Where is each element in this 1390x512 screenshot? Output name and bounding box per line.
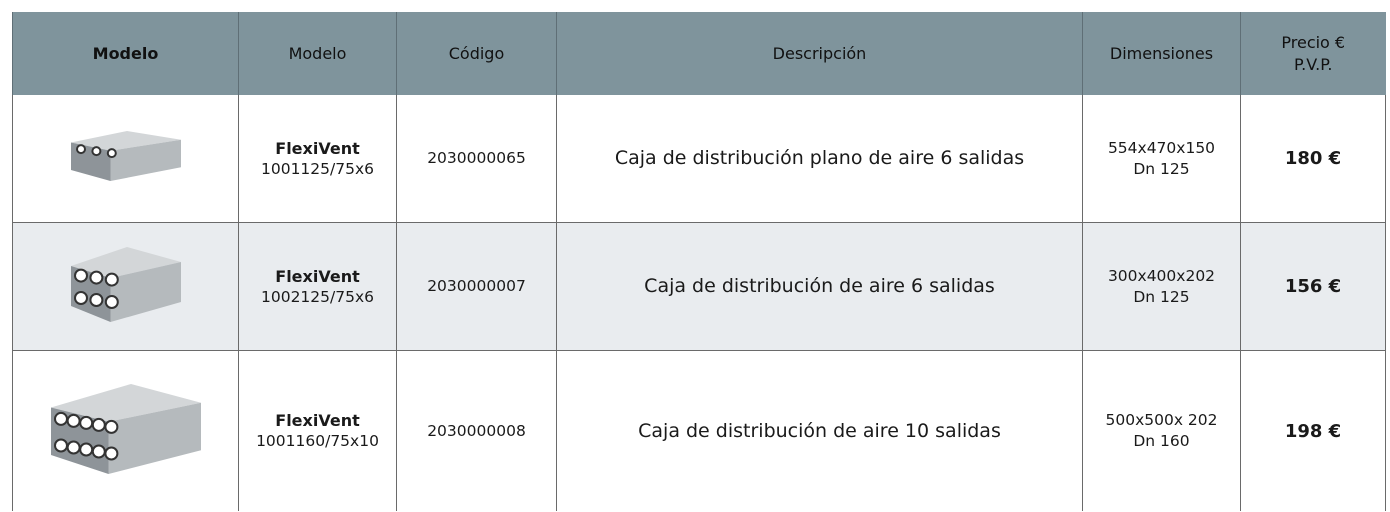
box-side <box>108 402 201 474</box>
header-text: P.V.P. <box>1294 54 1333 74</box>
dimensions-diameter: Dn 125 <box>1133 159 1190 178</box>
header-text: Precio € <box>1281 32 1346 52</box>
header-cell: Modelo <box>12 12 239 95</box>
outlet <box>53 411 68 426</box>
outlet <box>91 417 106 432</box>
code-cell: 2030000008 <box>396 350 557 511</box>
outlet <box>103 419 118 434</box>
outlet <box>88 292 103 307</box>
product-model: 1001160/75x10 <box>256 432 379 450</box>
box-top <box>50 383 201 422</box>
dimensions-size: 300x400x202 <box>1107 266 1216 285</box>
dimensions-diameter: Dn 125 <box>1133 287 1190 306</box>
box-side <box>110 139 181 181</box>
model-cell: FlexiVent 1002125/75x6 <box>238 222 397 351</box>
model-cell: FlexiVent 1001125/75x6 <box>238 95 397 223</box>
box-top <box>70 131 181 151</box>
table-row: FlexiVent 1001125/75x6 2030000065 Caja de d… <box>12 95 1386 223</box>
price-cell: 180 € <box>1240 95 1386 223</box>
product-name: FlexiVent <box>275 138 360 158</box>
header-cell: Precio € P.V.P. <box>1240 12 1386 95</box>
table-row: FlexiVent 1002125/75x6 2030000007 Caja de d… <box>12 222 1386 351</box>
price-table: Modelo Modelo Código Descripción Dimensi… <box>12 12 1386 511</box>
header-cell: Modelo <box>238 12 397 95</box>
description-cell: Caja de distribución de aire 6 salidas <box>556 222 1083 351</box>
header-row: Modelo Modelo Código Descripción Dimensi… <box>12 12 1386 95</box>
header-cell: Código <box>396 12 557 95</box>
dimensions-size: 554x470x150 <box>1107 138 1216 157</box>
outlet <box>91 444 106 458</box>
box-side <box>110 261 181 322</box>
outlet <box>104 272 119 287</box>
dimensions-diameter: Dn 160 <box>1133 432 1190 450</box>
dimensions-cell: 500x500x 202 Dn 160 <box>1082 350 1241 511</box>
product-image <box>50 383 201 474</box>
table-body: FlexiVent 1001125/75x6 2030000065 Caja de d… <box>12 95 1386 511</box>
product-image <box>70 131 181 181</box>
product-image <box>70 246 181 322</box>
outlet <box>53 438 68 452</box>
header-cell: Dimensiones <box>1082 12 1241 95</box>
image-cell <box>12 222 239 351</box>
box-top <box>70 246 181 278</box>
outlet <box>104 294 119 309</box>
dimensions-cell: 554x470x150 Dn 125 <box>1082 95 1241 223</box>
code-cell: 2030000007 <box>396 222 557 351</box>
outlet <box>73 268 88 283</box>
model-cell: FlexiVent 1001160/75x10 <box>238 350 397 511</box>
image-cell <box>12 95 239 223</box>
description-cell: Caja de distribución de aire 10 salidas <box>556 350 1083 511</box>
description-cell: Caja de distribución plano de aire 6 sal… <box>556 95 1083 223</box>
outlet <box>66 440 81 454</box>
price-cell: 198 € <box>1240 350 1386 511</box>
price-cell: 156 € <box>1240 222 1386 351</box>
table-row: FlexiVent 1001160/75x10 2030000008 Caja de … <box>12 350 1386 511</box>
product-model: 1002125/75x6 <box>260 287 374 306</box>
dimensions-cell: 300x400x202 Dn 125 <box>1082 222 1241 351</box>
product-model: 1001125/75x6 <box>260 159 374 178</box>
outlet <box>78 415 93 430</box>
code-cell: 2030000065 <box>396 95 557 223</box>
header-cell: Descripción <box>556 12 1083 95</box>
product-name: FlexiVent <box>275 411 360 430</box>
outlet <box>66 413 81 428</box>
outlet <box>88 270 103 285</box>
outlet <box>90 146 101 157</box>
product-name: FlexiVent <box>275 266 360 286</box>
outlet <box>75 144 86 155</box>
outlet <box>106 148 117 159</box>
image-cell <box>12 350 239 511</box>
dimensions-size: 500x500x 202 <box>1105 411 1218 429</box>
outlet <box>103 446 118 460</box>
outlet <box>73 290 88 305</box>
outlet <box>78 442 93 456</box>
